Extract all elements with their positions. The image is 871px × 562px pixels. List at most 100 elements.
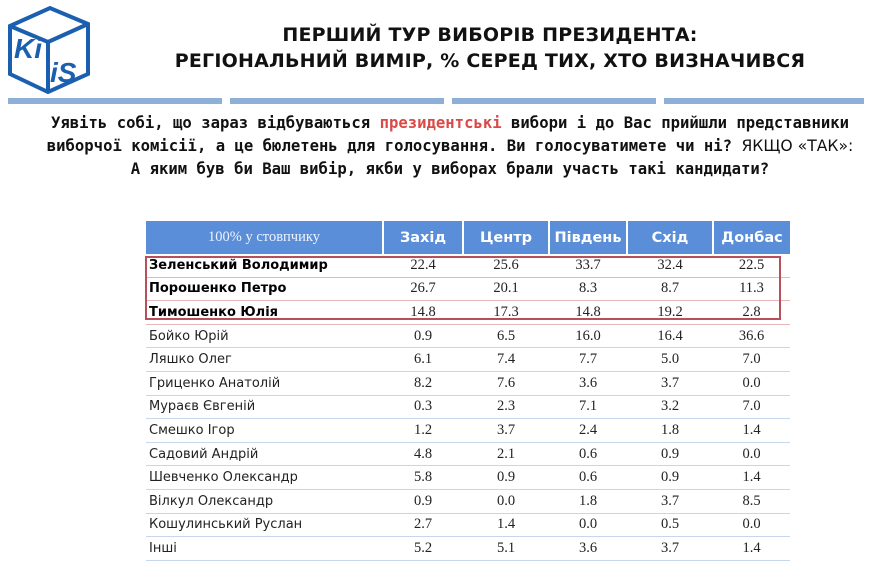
table-row: Інші 5.2 5.1 3.6 3.7 1.4 [146,536,790,561]
table-cell: 0.6 [549,442,627,467]
table-cell: 14.8 [549,300,627,325]
table-cell: 22.4 [383,254,463,278]
logo-text-bottom: iS [50,57,77,88]
table-cell: 2.8 [713,300,790,325]
table-header-row: 100% у стовпчику Захід Центр Південь Схі… [146,221,790,254]
candidate-name: Садовий Андрій [146,442,383,467]
table-row: Мураєв Євгеній 0.3 2.3 7.1 3.2 7.0 [146,395,790,420]
table-cell: 2.4 [549,418,627,443]
table-row: Бойко Юрій 0.9 6.5 16.0 16.4 36.6 [146,324,790,349]
results-table: 100% у стовпчику Захід Центр Південь Схі… [146,221,790,561]
table-cell: 33.7 [549,254,627,278]
table-cell: 7.0 [713,347,790,372]
candidate-name: Мураєв Євгеній [146,395,383,420]
table-cell: 8.5 [713,489,790,514]
table-cell: 6.1 [383,347,463,372]
table-row: Шевченко Олександр 5.8 0.9 0.6 0.9 1.4 [146,465,790,490]
table-cell: 2.3 [463,395,549,420]
table-cell: 32.4 [627,254,713,278]
candidate-name: Кошулинський Руслан [146,513,383,538]
candidate-name: Бойко Юрій [146,324,383,349]
table-cell: 0.9 [383,489,463,514]
candidate-name: Тимошенко Юлія [146,300,383,325]
table-cell: 1.8 [549,489,627,514]
table-cell: 1.4 [713,465,790,490]
table-cell: 0.3 [383,395,463,420]
table-cell: 20.1 [463,277,549,302]
table-cell: 3.6 [549,536,627,561]
table-cell: 6.5 [463,324,549,349]
table-cell: 7.4 [463,347,549,372]
table-cell: 1.2 [383,418,463,443]
table-cell: 1.4 [463,513,549,538]
table-cell: 0.5 [627,513,713,538]
table-cell: 11.3 [713,277,790,302]
title-line-2: РЕГІОНАЛЬНИЙ ВИМІР, % СЕРЕД ТИХ, ХТО ВИЗ… [174,50,806,72]
table-cell: 1.4 [713,418,790,443]
logo-text-top: Ki [14,33,43,64]
column-header-south: Південь [549,221,628,254]
table-cell: 14.8 [383,300,463,325]
table-cell: 2.1 [463,442,549,467]
question-part-1: Уявіть собі, що зараз відбуваються [50,114,380,132]
column-header-center: Центр [463,221,550,254]
candidate-name: Ляшко Олег [146,347,383,372]
divider-segment [230,98,444,104]
candidate-name: Порошенко Петро [146,277,383,302]
table-cell: 1.4 [713,536,790,561]
question-part-3: А яким був би Ваш вибір, якби у виборах … [130,160,770,178]
corner-label: 100% у стовпчику [146,221,384,254]
table-cell: 16.0 [549,324,627,349]
table-row: Порошенко Петро 26.7 20.1 8.3 8.7 11.3 [146,277,790,302]
table-cell: 7.7 [549,347,627,372]
candidate-name: Інші [146,536,383,561]
table-cell: 7.0 [713,395,790,420]
table-cell: 3.2 [627,395,713,420]
table-cell: 5.1 [463,536,549,561]
table-row: Тимошенко Юлія 14.8 17.3 14.8 19.2 2.8 [146,300,790,325]
kiis-logo: Ki iS [6,4,92,95]
table-cell: 16.4 [627,324,713,349]
kiis-logo-cube: Ki iS [8,5,90,95]
table-cell: 0.9 [463,465,549,490]
table-cell: 17.3 [463,300,549,325]
table-cell: 7.1 [549,395,627,420]
table-cell: 3.6 [549,371,627,396]
table-row: Садовий Андрій 4.8 2.1 0.6 0.9 0.0 [146,442,790,467]
table-cell: 0.6 [549,465,627,490]
table-cell: 22.5 [713,254,790,278]
table-row: Смешко Ігор 1.2 3.7 2.4 1.8 1.4 [146,418,790,443]
table-cell: 0.0 [463,489,549,514]
table-cell: 26.7 [383,277,463,302]
table-cell: 3.7 [627,489,713,514]
divider-segment [8,98,222,104]
survey-question: Уявіть собі, що зараз відбуваються прези… [40,112,860,181]
table-cell: 25.6 [463,254,549,278]
question-highlight: президентські [379,114,502,132]
table-row: Ляшко Олег 6.1 7.4 7.7 5.0 7.0 [146,347,790,372]
table-cell: 5.8 [383,465,463,490]
table-cell: 8.2 [383,371,463,396]
table-cell: 5.2 [383,536,463,561]
table-row: Кошулинський Руслан 2.7 1.4 0.0 0.5 0.0 [146,513,790,538]
divider-segment [664,98,864,104]
table-cell: 3.7 [627,371,713,396]
divider-segment [452,98,656,104]
column-header-east: Схід [627,221,714,254]
candidate-name: Зеленський Володимир [146,254,383,278]
question-condition: ЯКЩО «ТАК»: [741,137,854,155]
table-cell: 0.9 [627,465,713,490]
table-cell: 8.3 [549,277,627,302]
table-cell: 0.0 [549,513,627,538]
table-row: Вілкул Олександр 0.9 0.0 1.8 3.7 8.5 [146,489,790,514]
table-cell: 1.8 [627,418,713,443]
candidate-name: Вілкул Олександр [146,489,383,514]
table-cell: 4.8 [383,442,463,467]
table-cell: 36.6 [713,324,790,349]
candidate-name: Смешко Ігор [146,418,383,443]
column-header-donbas: Донбас [713,221,790,254]
table-cell: 19.2 [627,300,713,325]
table-cell: 0.0 [713,442,790,467]
table-cell: 3.7 [627,536,713,561]
question-part-2: вибори і до Вас прийшли представники виб… [46,114,850,155]
